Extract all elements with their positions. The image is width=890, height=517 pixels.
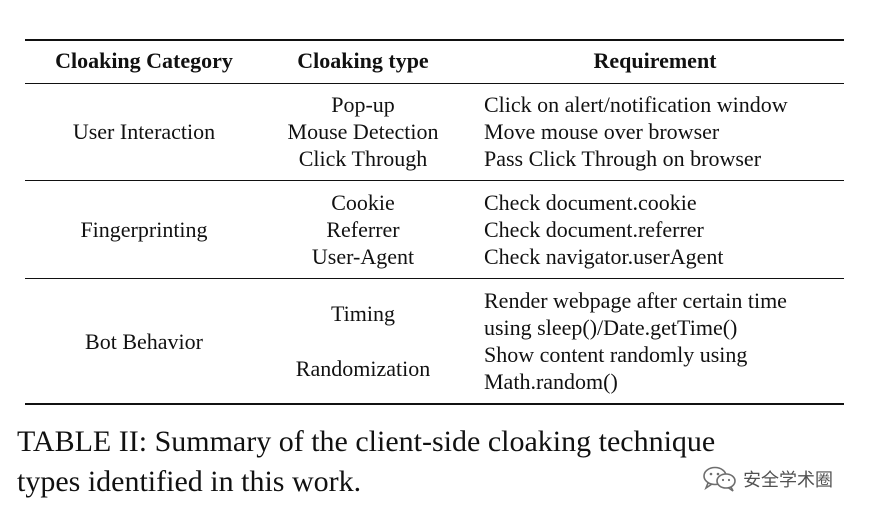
requirement-cell: Check document.cookie [484,190,697,215]
category-cell: Fingerprinting [80,217,208,242]
requirement-cell: Math.random() [484,369,618,394]
table-group-divider [25,278,844,279]
type-cell: Referrer [326,217,400,242]
requirement-cell: Show content randomly using [484,342,748,367]
watermark: 安全学术圈 [703,464,833,494]
requirement-cell: Click on alert/notification window [484,92,788,117]
type-cell: Mouse Detection [287,119,439,144]
header-cloaking-type: Cloaking type [297,48,429,73]
wechat-icon [703,466,736,492]
table-bottom-rule [25,403,844,405]
table-caption-line1: TABLE II: Summary of the client-side clo… [17,425,716,458]
type-cell: Click Through [298,146,428,171]
type-cell: Randomization [295,356,431,381]
requirement-cell: Move mouse over browser [484,119,720,144]
header-cloaking-category: Cloaking Category [55,48,233,73]
watermark-text: 安全学术圈 [743,470,833,491]
type-cell: User-Agent [311,244,415,269]
category-cell: Bot Behavior [85,329,203,354]
table-caption-line2: types identified in this work. [17,465,362,498]
header-requirement: Requirement [593,48,717,73]
table-top-rule [25,39,844,41]
type-cell: Timing [330,301,395,326]
requirement-cell: using sleep()/Date.getTime() [484,315,738,340]
category-cell: User Interaction [72,119,216,144]
requirement-cell: Render webpage after certain time [484,288,787,313]
requirement-cell: Check document.referrer [484,217,704,242]
type-cell: Cookie [331,190,395,215]
requirement-cell: Check navigator.userAgent [484,244,724,269]
table-group-divider [25,180,844,181]
type-cell: Pop-up [331,92,395,117]
requirement-cell: Pass Click Through on browser [484,146,762,171]
table-header-rule [25,83,844,84]
